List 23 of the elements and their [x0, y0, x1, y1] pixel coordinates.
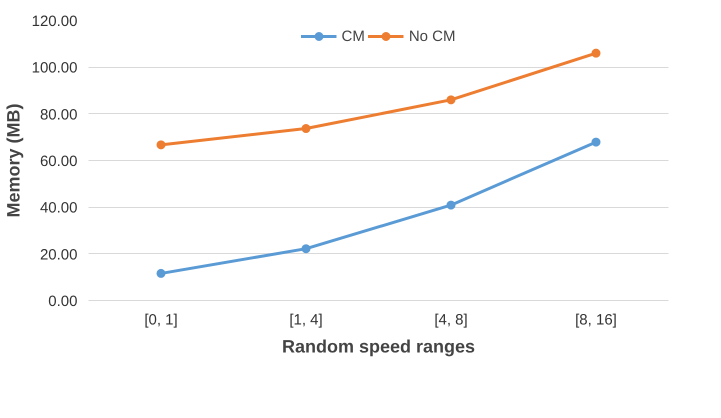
x-tick-label: [8, 16]: [575, 312, 617, 328]
y-tick-label: 100.00: [32, 60, 78, 77]
y-tick-label: 60.00: [40, 153, 78, 170]
point: [592, 138, 600, 147]
y-tick-label: 40.00: [40, 200, 78, 217]
x-tick-label: [4, 8]: [434, 312, 468, 328]
x-axis-title: Random speed ranges: [282, 336, 476, 356]
x-tick-label: [1, 4]: [289, 312, 323, 328]
point: [302, 244, 310, 254]
point: [156, 140, 166, 150]
legend-label: CM: [342, 28, 365, 44]
legend-label: No CM: [408, 28, 456, 44]
point: [302, 124, 310, 134]
y-tick-label: 120.00: [32, 13, 78, 30]
point: [592, 48, 600, 58]
y-tick-label: 20.00: [40, 246, 78, 264]
x-tick-label: [0, 1]: [144, 312, 178, 328]
point: [156, 268, 166, 278]
y-axis-title: Memory (MB): [4, 103, 24, 218]
point: [446, 200, 456, 210]
point: [446, 95, 456, 104]
y-tick-label: 0.00: [48, 293, 78, 310]
y-tick-label: 80.00: [40, 106, 78, 124]
